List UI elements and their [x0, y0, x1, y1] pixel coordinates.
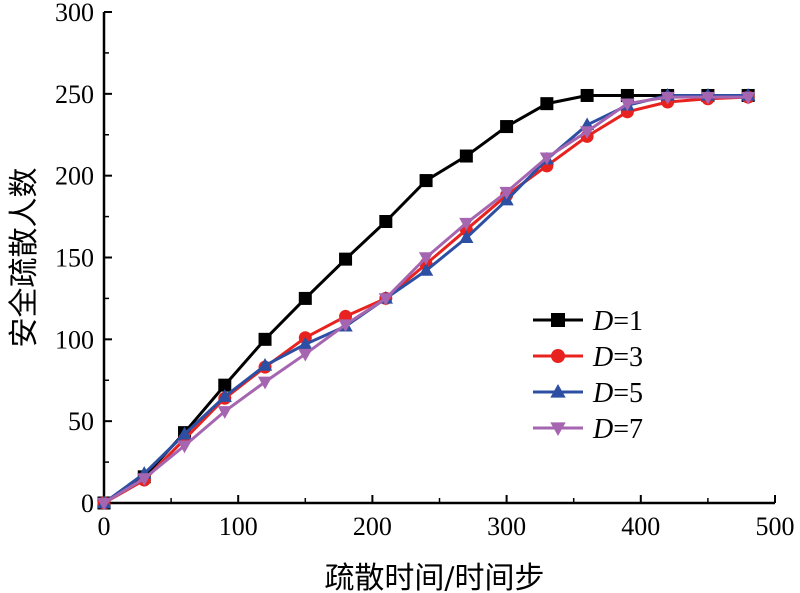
data-point: [700, 91, 716, 105]
data-point: [177, 440, 192, 454]
series-d-5: [96, 87, 756, 509]
x-tick-label: 200: [353, 512, 392, 541]
x-tick-label: 100: [219, 512, 258, 541]
data-point: [217, 406, 232, 419]
data-point: [378, 293, 393, 306]
y-tick-label: 200: [55, 162, 94, 191]
series-line: [103, 95, 749, 505]
legend-item: D=1: [533, 306, 643, 337]
data-point: [379, 214, 393, 228]
x-tick-label: 400: [621, 512, 660, 541]
data-point: [459, 230, 474, 244]
data-point: [660, 91, 675, 105]
data-point: [580, 88, 594, 102]
x-tick-label: 300: [487, 512, 526, 541]
data-point: [459, 217, 474, 231]
data-point: [298, 291, 312, 305]
y-tick-label: 0: [81, 489, 94, 518]
data-point: [418, 252, 434, 265]
legend-label: D=1: [592, 306, 643, 337]
legend-item: D=3: [533, 342, 643, 373]
data-point: [338, 319, 353, 333]
data-point: [217, 389, 232, 402]
data-point: [459, 149, 473, 163]
legend-marker: [551, 313, 565, 327]
data-point: [539, 152, 555, 166]
x-ticks: 0 100 200 300 400 500: [98, 495, 795, 541]
data-point: [741, 91, 756, 105]
data-point: [298, 336, 313, 350]
data-point: [298, 348, 313, 362]
legend-label: D=3: [592, 342, 643, 373]
y-axis-title: 安全疏散人数: [7, 168, 42, 348]
y-tick-label: 150: [55, 244, 94, 273]
data-point: [419, 174, 433, 188]
data-point: [257, 376, 273, 390]
legend-item: D=7: [533, 414, 643, 445]
series-line: [103, 95, 749, 505]
y-tick-label: 250: [55, 80, 94, 109]
series-d-3: [97, 90, 755, 510]
data-point: [258, 332, 272, 346]
data-point: [418, 263, 434, 276]
data-point: [499, 186, 514, 200]
legend-item: D=5: [533, 378, 643, 409]
legend: D=1 D=3 D=5 D=7: [533, 306, 643, 445]
data-point: [579, 126, 595, 139]
y-tick-label: 50: [68, 407, 94, 436]
x-axis-title: 疏散时间/时间步: [324, 561, 544, 593]
data-point: [500, 120, 514, 134]
legend-marker: [550, 383, 566, 398]
legend-label: D=5: [592, 378, 643, 409]
legend-marker: [550, 422, 566, 437]
x-tick-label: 500: [756, 512, 795, 541]
y-ticks: 0 50 100 150 200 250 300: [55, 0, 112, 518]
series-d-1: [97, 88, 755, 510]
series-d-7: [96, 91, 756, 511]
x-tick-label: 0: [98, 512, 111, 541]
data-point: [218, 378, 232, 392]
data-point: [339, 252, 353, 266]
y-tick-label: 100: [55, 325, 94, 354]
data-point: [620, 98, 635, 112]
legend-marker: [551, 349, 565, 363]
series-line: [103, 93, 749, 505]
data-point: [257, 358, 273, 371]
data-point: [137, 473, 152, 486]
data-point: [177, 426, 192, 440]
data-point: [96, 497, 112, 511]
legend-label: D=7: [592, 414, 643, 445]
y-tick-label: 300: [55, 0, 94, 27]
data-point: [540, 97, 554, 111]
series-line: [103, 93, 749, 505]
